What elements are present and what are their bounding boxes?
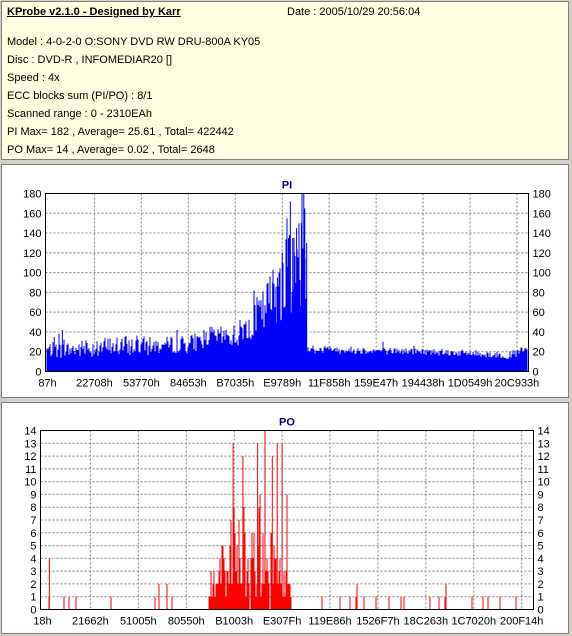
y-tick-label-right: 120 <box>533 248 551 260</box>
y-tick-label: 1 <box>30 592 36 604</box>
y-tick-label: 140 <box>23 228 41 240</box>
y-tick-label: 12 <box>24 451 36 463</box>
y-tick-label-right: 180 <box>533 189 551 201</box>
x-tick-label: 1C7020h <box>451 616 496 628</box>
x-tick-label: 194438h <box>402 378 445 390</box>
scanned-range: Scanned range : 0 - 2310EAh <box>7 108 152 120</box>
y-tick-label-right: 60 <box>533 307 545 319</box>
y-tick-label: 40 <box>29 327 41 339</box>
y-tick-label-right: 40 <box>533 327 545 339</box>
y-tick-label: 10 <box>24 477 36 489</box>
y-tick-label-right: 0 <box>538 605 544 617</box>
pi-series <box>46 193 528 372</box>
y-tick-label-right: 7 <box>538 515 544 527</box>
x-tick-label: B7035h <box>216 378 254 390</box>
y-tick-label: 120 <box>23 248 41 260</box>
disc-type: Disc : DVD-R , INFOMEDIAR20 [] <box>7 54 173 66</box>
y-tick-label: 100 <box>23 268 41 280</box>
x-tick-label: 87h <box>38 378 56 390</box>
pi-bars <box>46 193 528 372</box>
y-tick-label: 80 <box>29 287 41 299</box>
x-tick-label: E307Fh <box>263 616 302 628</box>
y-tick-label: 20 <box>29 347 41 359</box>
x-tick-label: 80550h <box>168 616 205 628</box>
y-tick-label-right: 13 <box>538 438 550 450</box>
y-tick-label-right: 0 <box>533 367 539 379</box>
x-tick-label: B1003h <box>215 616 253 628</box>
x-tick-label: E9789h <box>263 378 301 390</box>
y-tick-label-right: 6 <box>538 528 544 540</box>
y-tick-label-right: 11 <box>538 464 549 476</box>
y-tick-label-right: 12 <box>538 451 550 463</box>
y-tick-label-right: 2 <box>538 579 544 591</box>
y-tick-label-right: 4 <box>538 553 544 565</box>
x-tick-label: 200F14h <box>500 616 543 628</box>
y-tick-label: 13 <box>24 438 36 450</box>
x-tick-label: 1526F7h <box>356 616 399 628</box>
x-tick-label: 20C933h <box>495 378 540 390</box>
x-tick-label: 159E47h <box>354 378 398 390</box>
y-tick-label: 2 <box>30 579 36 591</box>
y-tick-label-right: 8 <box>538 502 544 514</box>
x-tick-label: 21662h <box>72 616 109 628</box>
y-tick-label: 4 <box>30 553 36 565</box>
po-series <box>48 430 517 610</box>
y-tick-label-right: 10 <box>538 477 550 489</box>
info-panel: KProbe v2.1.0 - Designed by Karr Date : … <box>1 1 569 160</box>
pi-summary: PI Max= 182 , Average= 25.61 , Total= 42… <box>7 126 234 138</box>
po-chart-panel: PO 0 0 1 1 2 2 3 3 4 4 5 5 6 6 7 7 8 8 9 9 10 10 11 11 12 12 13 13 14… <box>1 402 569 634</box>
x-tick-label: 84653h <box>170 378 207 390</box>
x-tick-label: 53770h <box>123 378 160 390</box>
y-tick-label-right: 9 <box>538 489 544 501</box>
x-tick-label: 22708h <box>76 378 113 390</box>
y-tick-label-right: 20 <box>533 347 545 359</box>
y-tick-label: 3 <box>30 566 36 578</box>
y-tick-label: 0 <box>35 367 41 379</box>
y-tick-label: 60 <box>29 307 41 319</box>
chart-title: PO <box>279 417 295 429</box>
chart-title: PI <box>282 180 292 192</box>
y-tick-label: 14 <box>24 426 36 438</box>
scan-speed: Speed : 4x <box>7 72 60 84</box>
y-tick-label-right: 140 <box>533 228 551 240</box>
y-tick-label-right: 80 <box>533 287 545 299</box>
scan-date: Date : 2005/10/29 20:56:04 <box>287 6 421 18</box>
y-tick-label-right: 100 <box>533 268 551 280</box>
x-tick-label: 1D0549h <box>448 378 493 390</box>
y-tick-label: 180 <box>23 189 41 201</box>
pi-chart: PI 0 0 20 20 40 40 60 60 80 80 100 100 120 120 140 140 16… <box>23 180 551 390</box>
pi-chart-panel: PI 0 0 20 20 40 40 60 60 80 80 100 100 120 120 140 140 16… <box>1 164 569 398</box>
plot-frame <box>40 430 534 610</box>
y-tick-label: 8 <box>30 502 36 514</box>
drive-model: Model : 4-0-2-0 O:SONY DVD RW DRU-800A K… <box>7 36 261 48</box>
y-tick-label-right: 5 <box>538 541 544 553</box>
y-tick-label-right: 14 <box>538 426 550 438</box>
y-tick-label: 6 <box>30 528 36 540</box>
y-tick-label: 5 <box>30 541 36 553</box>
po-bars <box>48 430 517 610</box>
x-tick-label: 18h <box>33 616 51 628</box>
x-tick-label: 11F858h <box>308 378 351 390</box>
y-tick-label-right: 3 <box>538 566 544 578</box>
y-tick-label: 9 <box>30 489 36 501</box>
y-tick-label: 11 <box>25 464 36 476</box>
y-tick-label-right: 160 <box>533 208 551 220</box>
app-title: KProbe v2.1.0 - Designed by Karr <box>7 6 181 18</box>
x-tick-label: 119E86h <box>308 616 351 628</box>
y-tick-label: 160 <box>23 208 41 220</box>
x-tick-label: 18C263h <box>404 616 449 628</box>
ecc-blocks: ECC blocks sum (PI/PO) : 8/1 <box>7 90 153 102</box>
y-tick-label: 0 <box>30 605 36 617</box>
x-tick-label: 51005h <box>120 616 157 628</box>
plot-frame <box>45 193 529 372</box>
po-summary: PO Max= 14 , Average= 0.02 , Total= 2648 <box>7 144 215 156</box>
y-tick-label-right: 1 <box>538 592 544 604</box>
y-tick-label: 7 <box>30 515 36 527</box>
